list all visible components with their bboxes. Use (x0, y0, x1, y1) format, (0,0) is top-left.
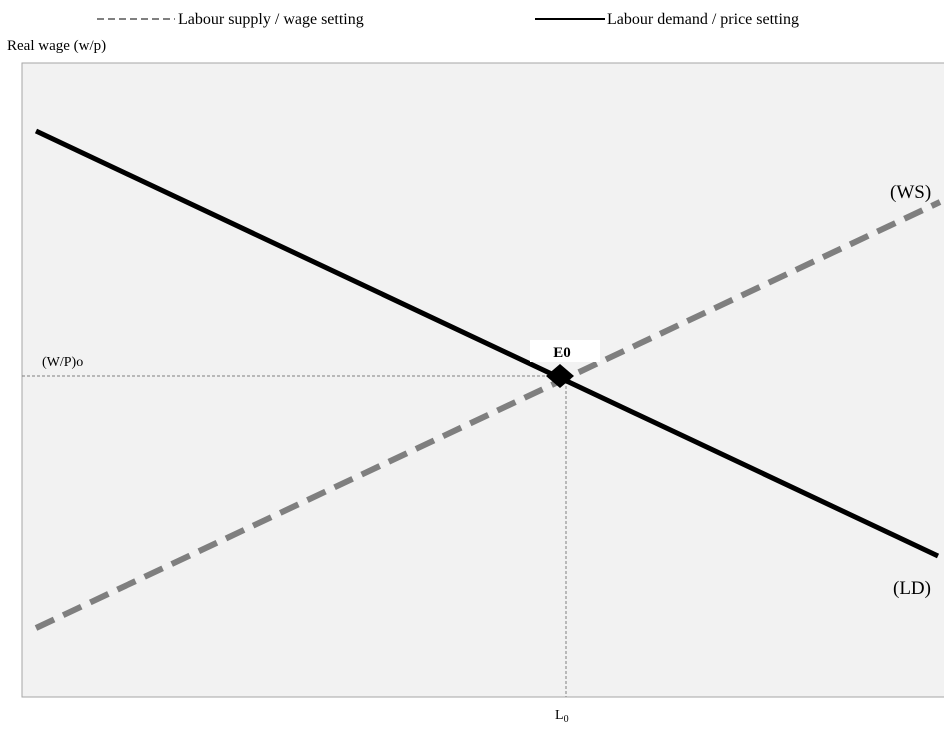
plot-area (21, 62, 944, 698)
ws-label: (WS) (890, 182, 931, 203)
ld-label: (LD) (893, 578, 931, 599)
employment-label: L0 (555, 708, 569, 725)
legend-label: Labour demand / price setting (607, 11, 799, 28)
y-axis-label: Real wage (w/p) (7, 38, 106, 54)
ws-curve (34, 199, 942, 631)
wage-label: (W/P)o (42, 355, 83, 370)
equilibrium-marker (546, 364, 574, 388)
employment-label-text: L (555, 708, 564, 723)
legend-label: Labour supply / wage setting (178, 11, 364, 28)
equilibrium-label: E0 (553, 345, 571, 361)
employment-label-subscript: 0 (564, 714, 569, 725)
ld-curve (34, 128, 940, 559)
equilibrium-label-box (530, 340, 600, 362)
